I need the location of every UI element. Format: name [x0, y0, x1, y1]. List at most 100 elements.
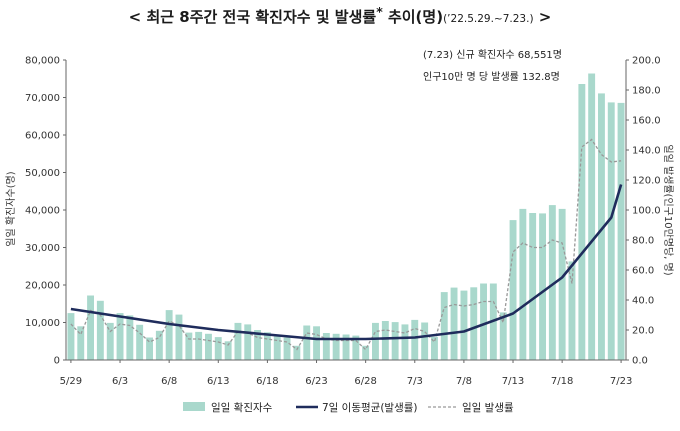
x-tick-label: 6/23: [305, 376, 327, 387]
legend: 일일 확진자수 7일 이동평균(발생률) 일일 발생률: [183, 401, 514, 414]
moving-average-line: [70, 184, 623, 341]
bar: [372, 322, 379, 360]
y-right-tick-label: 160.0: [632, 116, 661, 127]
tick-labels: 0 10,000 20,000 30,000 40,000 50,000 60,000 70,…: [25, 56, 661, 388]
legend-daily-rate-label: 일일 발생률: [462, 401, 514, 414]
bar: [185, 332, 193, 360]
bar: [303, 325, 311, 360]
bar: [607, 102, 615, 361]
bar: [254, 330, 261, 360]
y-left-tick-label: 80,000: [25, 56, 60, 67]
y-right-tick-label: 140.0: [632, 146, 661, 157]
bar: [401, 324, 409, 360]
bar: [77, 326, 85, 361]
bar: [578, 84, 586, 360]
legend-bar-label: 일일 확진자수: [211, 401, 273, 414]
y-axis-left-label: 일일 확진자수(명): [5, 171, 17, 246]
title-star: *: [376, 4, 383, 19]
bar: [480, 283, 487, 360]
bar: [67, 313, 75, 360]
bar: [470, 287, 478, 361]
x-tick-label: 5/29: [60, 376, 82, 387]
y-right-tick-label: 60.0: [632, 266, 654, 277]
y-left-tick-label: 0: [54, 356, 60, 367]
x-tick-label: 7/3: [407, 376, 423, 387]
bar: [165, 310, 173, 360]
x-tick-label: 6/13: [207, 376, 229, 387]
bar: [440, 292, 448, 360]
x-tick-label: 6/3: [112, 376, 128, 387]
bar: [106, 322, 114, 360]
y-left-tick-label: 60,000: [25, 131, 60, 142]
bar: [617, 102, 625, 361]
y-left-tick-label: 20,000: [25, 281, 60, 292]
bar: [136, 324, 144, 361]
bar: [558, 208, 566, 360]
bar: [381, 321, 389, 360]
bar: [195, 331, 203, 360]
y-right-tick-label: 200.0: [632, 56, 661, 67]
bar: [460, 290, 468, 360]
bar: [224, 341, 232, 361]
bar: [588, 73, 596, 360]
title-close-bracket: >: [538, 8, 552, 26]
annotation-line-1: (7.23) 신규 확진자수 68,551명: [423, 49, 562, 61]
title-suffix: 추이(명): [382, 8, 444, 26]
bar: [568, 261, 576, 360]
y-right-tick-label: 20.0: [632, 326, 654, 337]
daily-rate-line: [70, 138, 622, 351]
y-left-tick-label: 40,000: [25, 206, 60, 217]
bar: [598, 93, 605, 361]
bar: [313, 326, 320, 361]
bar: [205, 333, 212, 361]
bar: [431, 336, 438, 361]
bar: [519, 208, 527, 360]
title-main: 최근 8주간 전국 확진자수 및 발생률: [146, 8, 377, 26]
bar: [421, 322, 429, 360]
bar: [264, 332, 271, 361]
y-right-tick-label: 0.0: [632, 356, 648, 367]
bar: [214, 337, 222, 360]
y-left-tick-label: 10,000: [25, 318, 60, 329]
bar: [87, 295, 94, 360]
line-series: [70, 138, 623, 351]
bar: [96, 300, 104, 361]
x-tick-label: 6/18: [256, 376, 278, 387]
bar: [450, 287, 458, 360]
bar: [362, 345, 370, 361]
x-tick-label: 7/13: [502, 376, 524, 387]
bar: [352, 335, 360, 360]
bar: [529, 213, 537, 360]
y-left-tick-label: 70,000: [25, 93, 60, 104]
x-tick-label: 7/23: [610, 376, 632, 387]
bar: [234, 322, 242, 360]
bar-series: [67, 73, 625, 361]
y-right-tick-label: 120.0: [632, 176, 661, 187]
bar: [411, 319, 419, 360]
x-tick-label: 6/28: [354, 376, 376, 387]
y-right-tick-label: 180.0: [632, 86, 661, 97]
bar: [283, 337, 291, 360]
bar: [322, 333, 330, 360]
title-date-range: (’22.5.29.~7.23.): [443, 13, 534, 25]
x-tick-label: 6/8: [161, 376, 177, 387]
bar: [244, 324, 252, 360]
y-right-tick-label: 100.0: [632, 206, 661, 217]
y-left-tick-label: 30,000: [25, 243, 60, 254]
annotation-line-2: 인구10만 명 당 발생률 132.8명: [423, 71, 560, 83]
y-right-tick-label: 40.0: [632, 296, 654, 307]
bar: [391, 322, 399, 360]
bar: [116, 313, 124, 360]
legend-bar-swatch: [183, 402, 205, 411]
title-open-bracket: <: [128, 8, 142, 26]
bar: [273, 335, 281, 360]
x-tick-label: 7/8: [456, 376, 472, 387]
y-right-tick-label: 80.0: [632, 236, 654, 247]
bar: [175, 314, 183, 360]
bar: [499, 312, 507, 360]
x-tick-label: 7/18: [551, 376, 573, 387]
bar: [509, 220, 517, 360]
bar: [155, 330, 163, 361]
legend-avg-line-label: 7일 이동평균(발생률): [322, 401, 418, 414]
